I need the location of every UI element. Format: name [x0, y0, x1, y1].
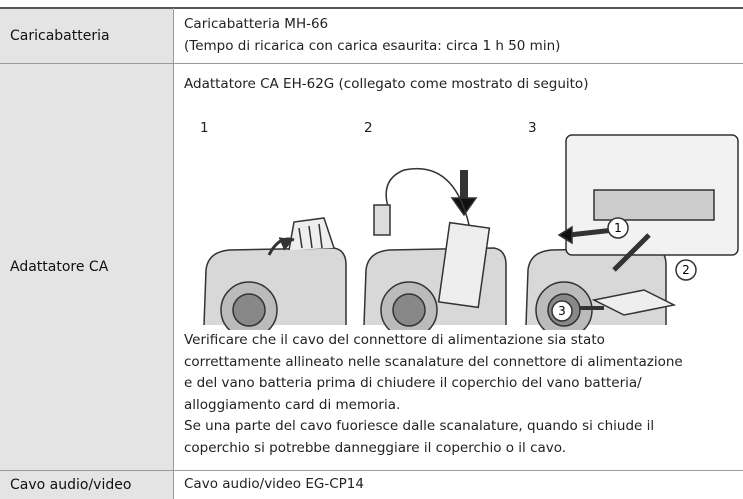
- row-label: Cavo audio/video: [0, 471, 173, 499]
- text-line: (Tempo di ricarica con carica esaurita: …: [184, 37, 561, 54]
- illustrations: 1 2 3: [203, 134, 739, 330]
- text-line: e del vano batteria prima di chiudere il…: [184, 375, 642, 391]
- step-number: 1: [200, 120, 209, 136]
- text-line: Cavo audio/video EG-CP14: [184, 476, 364, 492]
- step-number: 3: [528, 120, 537, 136]
- row-label: Adattatore CA: [0, 64, 173, 470]
- text-line: Se una parte del cavo fuoriesce dalle sc…: [184, 418, 655, 434]
- row-border: [0, 470, 743, 471]
- text-line: Verificare che il cavo del connettore di…: [184, 332, 605, 348]
- text-line: correttamente allineato nelle scanalatur…: [184, 353, 683, 370]
- step-number: 2: [364, 120, 373, 136]
- text-line: alloggiamento card di memoria.: [184, 396, 401, 413]
- top-border: [0, 7, 743, 9]
- row-notes: Verificare che il cavo del connettore di…: [174, 330, 743, 459]
- text-line: Caricabatteria MH-66: [184, 16, 329, 32]
- row-text: Cavo audio/video EG-CP14: [174, 474, 743, 496]
- column-border: [173, 8, 174, 499]
- row-border: [0, 63, 743, 64]
- text-line: coperchio si potrebbe danneggiare il cop…: [184, 439, 567, 456]
- text-line: Adattatore CA EH-62G (collegato come mos…: [184, 76, 589, 92]
- callout: 3: [558, 304, 566, 318]
- row-text: Caricabatteria MH-66 (Tempo di ricarica …: [174, 14, 743, 57]
- row-heading: Adattatore CA EH-62G (collegato come mos…: [174, 74, 743, 96]
- callout: 2: [682, 263, 690, 277]
- row-label: Caricabatteria: [0, 9, 173, 63]
- callout: 1: [614, 221, 622, 235]
